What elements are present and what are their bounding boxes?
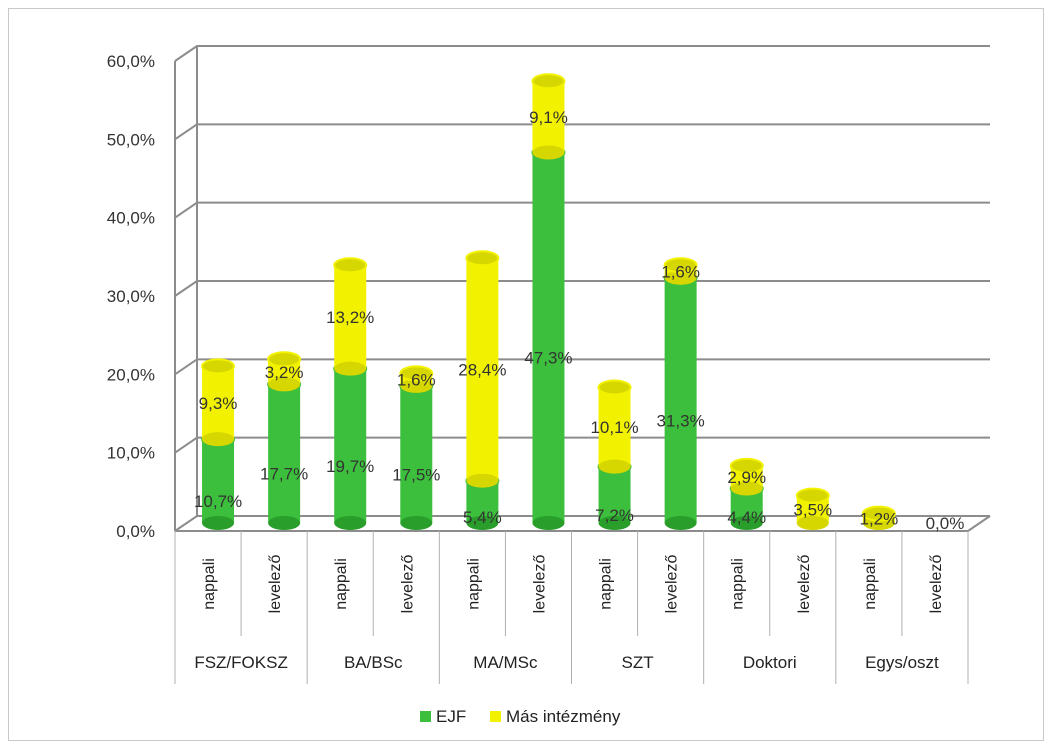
legend-swatch: [420, 711, 431, 722]
bar-bottom-ellipse: [598, 516, 631, 530]
bar-bottom-ellipse: [730, 481, 763, 496]
bar-bottom-ellipse: [268, 377, 301, 392]
bar-bottom-ellipse: [334, 361, 367, 376]
data-label: 1,6%: [661, 263, 700, 282]
x-group-label: BA/BSc: [344, 653, 403, 672]
bar-top-ellipse: [399, 365, 434, 382]
bar-bottom-ellipse: [730, 516, 763, 530]
gridline: [174, 280, 990, 297]
data-label: 1,6%: [397, 371, 436, 390]
bar-bottom-ellipse: [664, 516, 697, 530]
x-tick-label: nappali: [333, 558, 350, 610]
bar-top-ellipse: [531, 73, 566, 90]
bar-ejf: [334, 368, 367, 523]
bar-bottom-ellipse: [202, 516, 235, 530]
data-label: 10,1%: [590, 418, 638, 437]
data-label: 0,0%: [926, 514, 965, 533]
x-tick-label: levelező: [928, 555, 945, 614]
bar-mas-intezmeny: [202, 366, 235, 440]
data-label: 31,3%: [657, 411, 705, 430]
data-label: 47,3%: [524, 349, 572, 368]
bar-ejf: [400, 385, 433, 523]
y-tick-label: 20,0%: [107, 365, 155, 384]
bar-bottom-ellipse: [268, 516, 301, 530]
bar-ejf: [532, 152, 565, 523]
floor-right-edge: [967, 515, 991, 532]
x-tick-label: nappali: [465, 558, 482, 610]
bar-ejf: [598, 466, 631, 523]
legend-swatch: [490, 711, 501, 722]
bar-bottom-ellipse: [598, 459, 631, 474]
y-tick-label: 40,0%: [107, 209, 155, 228]
y-tick-label: 10,0%: [107, 444, 155, 463]
x-group-label: MA/MSc: [473, 653, 538, 672]
data-label: 17,5%: [392, 465, 440, 484]
data-label: 2,9%: [727, 468, 766, 487]
x-tick-label: nappali: [862, 558, 879, 610]
y-tick-label: 60,0%: [107, 52, 155, 71]
legend-label: EJF: [436, 707, 466, 726]
bar-top-ellipse: [861, 505, 896, 522]
legend-label: Más intézmény: [506, 707, 621, 726]
bar-top-ellipse: [663, 257, 698, 274]
x-group-label: SZT: [622, 653, 654, 672]
bar-bottom-ellipse: [466, 516, 499, 530]
bar-bottom-ellipse: [466, 473, 499, 488]
data-label: 5,4%: [463, 508, 502, 527]
bar-top-ellipse: [267, 351, 302, 368]
bar-bottom-ellipse: [796, 516, 829, 530]
bar-top-ellipse: [795, 487, 830, 504]
bar-bottom-ellipse: [532, 516, 565, 530]
y-tick-label: 30,0%: [107, 287, 155, 306]
x-group-label: FSZ/FOKSZ: [194, 653, 288, 672]
bar-mas-intezmeny: [532, 81, 565, 153]
gridline: [174, 123, 990, 141]
data-label: 3,2%: [265, 363, 304, 382]
bar-top-ellipse: [465, 250, 500, 267]
x-tick-label: nappali: [201, 558, 218, 610]
bar-ejf: [202, 439, 235, 523]
bar-top-ellipse: [597, 379, 632, 396]
bar-bottom-ellipse: [664, 270, 697, 285]
y-tick-label: 50,0%: [107, 130, 155, 149]
data-label: 10,7%: [194, 492, 242, 511]
gridline: [174, 45, 990, 62]
data-label: 17,7%: [260, 465, 308, 484]
y-tick-label: 0,0%: [116, 522, 155, 541]
bar-mas-intezmeny: [598, 387, 631, 467]
x-tick-label: levelező: [267, 555, 284, 614]
x-tick-label: levelező: [531, 555, 548, 614]
gridline: [174, 201, 990, 219]
data-label: 4,4%: [727, 508, 766, 527]
data-label: 28,4%: [458, 360, 506, 379]
bar-top-ellipse: [201, 358, 236, 375]
bar-top-ellipse: [333, 257, 368, 274]
x-tick-label: levelező: [399, 555, 416, 614]
x-tick-label: nappali: [598, 558, 615, 610]
bar-bottom-ellipse: [532, 145, 565, 160]
bar-top-ellipse: [729, 457, 764, 474]
x-group-label: Egys/oszt: [865, 653, 939, 672]
data-label: 7,2%: [595, 506, 634, 525]
bar-bottom-ellipse: [202, 432, 235, 447]
data-label: 9,3%: [199, 394, 238, 413]
data-label: 3,5%: [793, 500, 832, 519]
x-tick-label: nappali: [730, 558, 747, 610]
data-label: 9,1%: [529, 108, 568, 127]
bar-bottom-ellipse: [400, 516, 433, 530]
bar-mas-intezmeny: [466, 258, 499, 481]
bar-mas-intezmeny: [334, 265, 367, 369]
x-tick-label: levelező: [796, 555, 813, 614]
data-label: 1,2%: [860, 509, 899, 528]
bar-ejf: [268, 384, 301, 523]
data-label: 13,2%: [326, 308, 374, 327]
bar-ejf: [664, 277, 697, 523]
chart-frame: [8, 8, 1044, 741]
data-label: 19,7%: [326, 457, 374, 476]
x-group-label: Doktori: [743, 653, 797, 672]
x-tick-label: levelező: [664, 555, 681, 614]
bar-bottom-ellipse: [400, 378, 433, 393]
bar-bottom-ellipse: [334, 516, 367, 530]
